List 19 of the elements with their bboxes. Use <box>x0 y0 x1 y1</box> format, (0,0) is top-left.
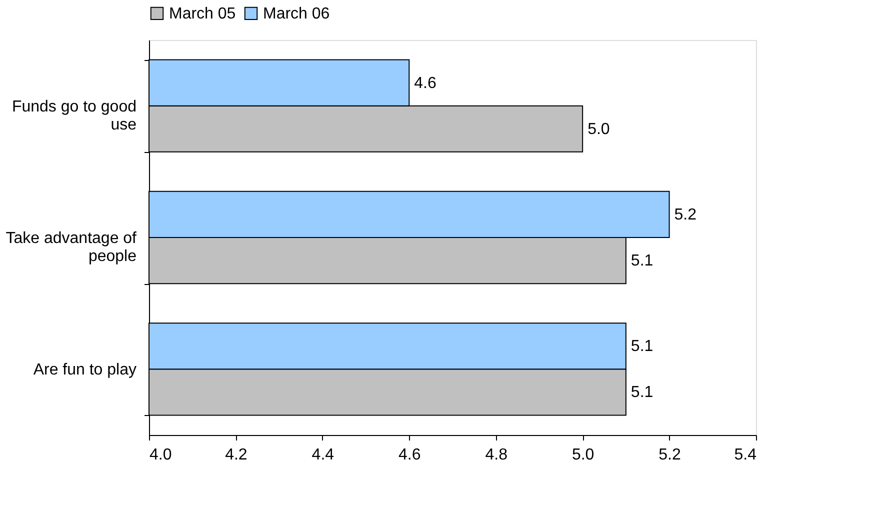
x-tick-label: 4.2 <box>225 446 248 464</box>
x-tick-label: 5.4 <box>734 446 757 464</box>
x-tick-label: 4.6 <box>398 446 421 464</box>
x-tick-label: 5.0 <box>572 446 594 464</box>
x-tick-label: 4.0 <box>150 446 172 464</box>
x-tick-label: 4.4 <box>312 446 334 464</box>
legend-label: March 05 <box>169 5 236 22</box>
data-label: 5.1 <box>630 252 654 270</box>
x-tick-label: 4.8 <box>485 446 508 464</box>
data-label: 5.2 <box>674 206 697 224</box>
legend-label: March 06 <box>263 5 330 22</box>
data-label: 5.1 <box>630 338 654 356</box>
y-tick-label: Funds go to good use <box>12 98 137 134</box>
data-label: 5.0 <box>588 120 610 138</box>
data-label: 4.6 <box>414 74 436 92</box>
x-tick-label: 5.2 <box>658 446 682 464</box>
y-tick-label: Take advantage of people <box>6 230 138 265</box>
data-label: 5.1 <box>630 384 654 402</box>
y-tick-label: Are fun to play <box>33 362 136 379</box>
